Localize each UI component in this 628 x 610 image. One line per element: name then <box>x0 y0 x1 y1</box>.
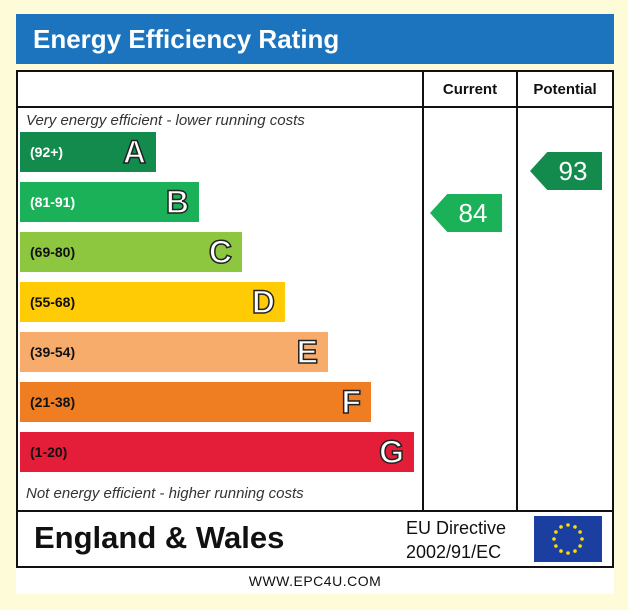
flag-star <box>578 544 582 548</box>
band-letter: B <box>165 183 190 221</box>
flag-star <box>580 537 584 541</box>
rating-chart: Current Potential Very energy efficient … <box>16 70 614 568</box>
eu-flag-icon <box>534 516 602 562</box>
region-label: England & Wales <box>34 520 285 555</box>
band-letter: E <box>296 333 319 371</box>
band-a: (92+) A <box>20 132 156 172</box>
flag-star <box>566 523 570 527</box>
band-range: (55-68) <box>30 294 76 310</box>
current-rating-value: 84 <box>458 198 488 228</box>
header-divider <box>18 106 612 108</box>
column-divider <box>516 72 518 512</box>
potential-rating-value: 93 <box>558 156 588 186</box>
band-letter: C <box>208 233 233 271</box>
flag-star <box>573 549 577 553</box>
potential-column-header: Potential <box>533 81 597 98</box>
current-rating-arrow: 84 <box>430 194 502 232</box>
current-column-header: Current <box>442 81 498 98</box>
flag-star <box>554 544 558 548</box>
band-e: (39-54) E <box>20 332 328 372</box>
band-c: (69-80) C <box>20 232 242 272</box>
band-letter: G <box>378 433 404 471</box>
flag-star <box>573 525 577 529</box>
band-g: (1-20) G <box>20 432 414 472</box>
potential-rating-arrow: 93 <box>530 152 602 190</box>
column-divider <box>422 72 424 512</box>
band-range: (81-91) <box>30 194 76 210</box>
flag-star <box>554 530 558 534</box>
band-range: (92+) <box>30 144 64 160</box>
flag-star <box>552 537 556 541</box>
band-range: (1-20) <box>30 444 68 460</box>
band-d: (55-68) D <box>20 282 285 322</box>
chart-title: Energy Efficiency Rating <box>16 14 614 64</box>
directive-line-2: 2002/91/EC <box>406 542 502 562</box>
band-range: (69-80) <box>30 244 76 260</box>
band-range: (39-54) <box>30 344 76 360</box>
top-note: Very energy efficient - lower running co… <box>26 112 305 129</box>
band-letter: D <box>251 283 276 321</box>
footer-divider <box>18 510 612 512</box>
eu-directive: EU Directive 2002/91/EC <box>406 516 506 564</box>
flag-star <box>578 530 582 534</box>
bottom-note: Not energy efficient - higher running co… <box>26 485 304 502</box>
flag-star <box>566 551 570 555</box>
band-letter: F <box>341 383 362 421</box>
flag-star <box>559 525 563 529</box>
website-url: WWW.EPC4U.COM <box>16 568 614 594</box>
flag-star <box>559 549 563 553</box>
directive-line-1: EU Directive <box>406 518 507 538</box>
band-range: (21-38) <box>30 394 76 410</box>
band-letter: A <box>122 133 147 171</box>
band-b: (81-91) B <box>20 182 199 222</box>
band-f: (21-38) F <box>20 382 371 422</box>
